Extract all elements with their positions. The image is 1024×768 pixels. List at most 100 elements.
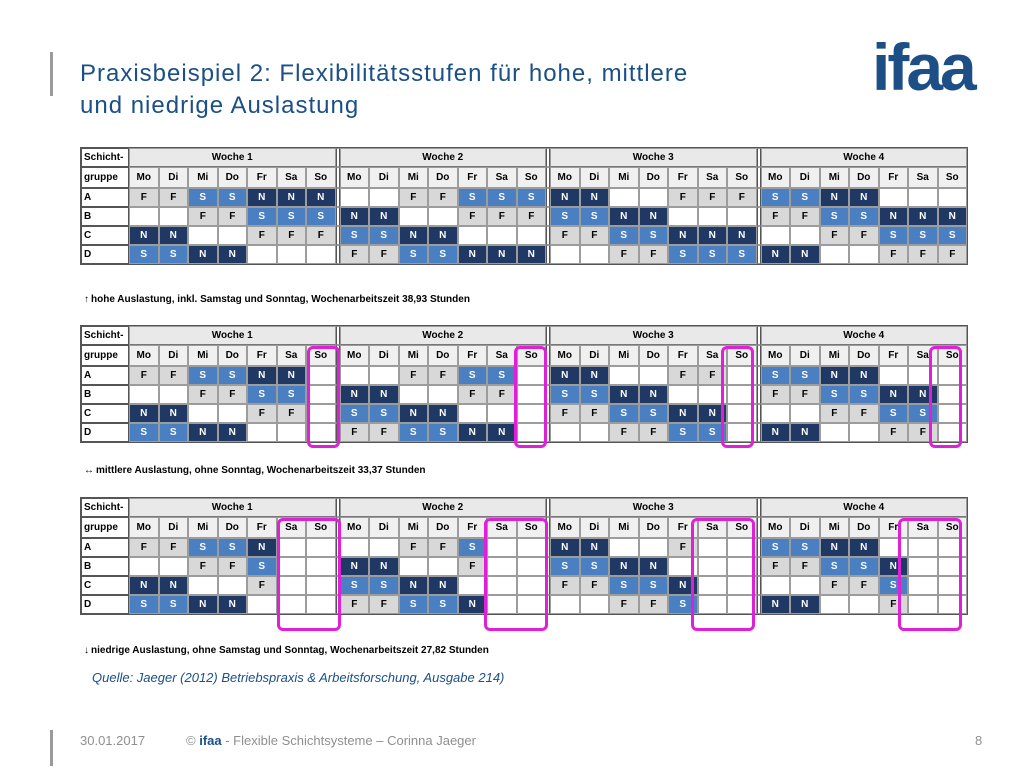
shift-cell: S bbox=[487, 366, 517, 385]
shift-cell bbox=[579, 595, 609, 614]
shift-cell bbox=[188, 226, 218, 245]
shift-cell bbox=[697, 576, 727, 595]
week-header: Woche 2 bbox=[339, 148, 546, 167]
shift-cell bbox=[760, 404, 790, 423]
day-header: So bbox=[937, 167, 967, 188]
day-header: Mo bbox=[760, 517, 790, 538]
shift-cell bbox=[158, 207, 188, 226]
shift-cell bbox=[697, 538, 727, 557]
shift-cell: N bbox=[369, 207, 399, 226]
shift-cell: F bbox=[668, 538, 698, 557]
shift-cell bbox=[516, 226, 546, 245]
shift-cell bbox=[428, 385, 458, 404]
shift-cell bbox=[306, 404, 336, 423]
shift-cell: S bbox=[790, 538, 820, 557]
day-header: So bbox=[727, 517, 757, 538]
shift-cell: N bbox=[937, 207, 967, 226]
shift-cell: F bbox=[516, 207, 546, 226]
shift-group-label: A bbox=[81, 188, 129, 207]
day-header: Sa bbox=[697, 345, 727, 366]
shift-cell: F bbox=[306, 226, 336, 245]
shift-cell bbox=[849, 245, 879, 264]
shift-cell: N bbox=[428, 226, 458, 245]
shift-cell: S bbox=[428, 423, 458, 442]
shift-cell: F bbox=[760, 557, 790, 576]
arrow-up-icon: ↑ bbox=[84, 294, 89, 305]
group-header-bottom: gruppe bbox=[81, 517, 129, 538]
day-header: Mo bbox=[129, 167, 159, 188]
shift-cell bbox=[819, 595, 849, 614]
shift-cell: F bbox=[129, 538, 159, 557]
shift-cell: F bbox=[760, 207, 790, 226]
shift-cell: S bbox=[369, 226, 399, 245]
day-header: Do bbox=[849, 345, 879, 366]
shift-cell bbox=[727, 207, 757, 226]
shift-cell: F bbox=[339, 595, 369, 614]
shift-cell bbox=[668, 207, 698, 226]
shift-cell: S bbox=[790, 188, 820, 207]
shift-cell: F bbox=[487, 207, 517, 226]
shift-cell bbox=[516, 385, 546, 404]
shift-cell bbox=[516, 423, 546, 442]
week-separator bbox=[756, 148, 761, 167]
shift-cell: S bbox=[697, 423, 727, 442]
day-header: Do bbox=[638, 345, 668, 366]
shift-cell bbox=[579, 245, 609, 264]
day-header: Mi bbox=[819, 167, 849, 188]
shift-cell bbox=[727, 423, 757, 442]
shift-cell: S bbox=[247, 385, 277, 404]
week-separator bbox=[756, 345, 761, 366]
shift-cell: S bbox=[579, 207, 609, 226]
shift-cell: N bbox=[550, 366, 580, 385]
shift-cell: F bbox=[398, 188, 428, 207]
day-header: Mi bbox=[609, 345, 639, 366]
shift-cell: F bbox=[129, 366, 159, 385]
shift-cell: S bbox=[638, 226, 668, 245]
shift-cell: F bbox=[217, 557, 247, 576]
shift-cell: F bbox=[247, 576, 277, 595]
shift-cell bbox=[727, 404, 757, 423]
shift-cell: F bbox=[398, 538, 428, 557]
week-header: Woche 2 bbox=[339, 498, 546, 517]
shift-cell bbox=[609, 366, 639, 385]
shift-cell: F bbox=[369, 595, 399, 614]
shift-cell bbox=[158, 557, 188, 576]
shift-cell bbox=[849, 595, 879, 614]
shift-cell bbox=[579, 423, 609, 442]
shift-cell: N bbox=[188, 595, 218, 614]
shift-cell bbox=[790, 226, 820, 245]
week-separator bbox=[546, 167, 550, 188]
shift-cell: F bbox=[369, 423, 399, 442]
week-separator bbox=[335, 207, 340, 226]
week-separator bbox=[756, 207, 761, 226]
shift-cell: S bbox=[306, 207, 336, 226]
shift-cell bbox=[188, 576, 218, 595]
shift-cell: F bbox=[247, 226, 277, 245]
week-separator bbox=[335, 188, 340, 207]
day-header: Mo bbox=[339, 167, 369, 188]
shift-cell bbox=[878, 538, 908, 557]
shift-cell: F bbox=[339, 423, 369, 442]
shift-cell bbox=[217, 226, 247, 245]
day-header: Do bbox=[638, 167, 668, 188]
shift-cell bbox=[727, 385, 757, 404]
ifaa-logo-text: ifaa bbox=[872, 36, 978, 98]
day-header: Fr bbox=[878, 167, 908, 188]
shift-group-label: B bbox=[81, 385, 129, 404]
shift-cell: N bbox=[428, 576, 458, 595]
shift-cell: S bbox=[276, 385, 306, 404]
shift-cell bbox=[937, 188, 967, 207]
shift-cell: F bbox=[276, 226, 306, 245]
shift-cell bbox=[276, 595, 306, 614]
shift-cell: N bbox=[487, 423, 517, 442]
shift-cell: F bbox=[247, 404, 277, 423]
schedule-table-high: Schicht- Woche 1 Woche 2 Woche 3 Woche 4 grup… bbox=[80, 147, 968, 265]
shift-cell: S bbox=[609, 576, 639, 595]
shift-cell bbox=[306, 366, 336, 385]
shift-cell bbox=[487, 538, 517, 557]
shift-cell: S bbox=[697, 245, 727, 264]
shift-cell: F bbox=[697, 188, 727, 207]
